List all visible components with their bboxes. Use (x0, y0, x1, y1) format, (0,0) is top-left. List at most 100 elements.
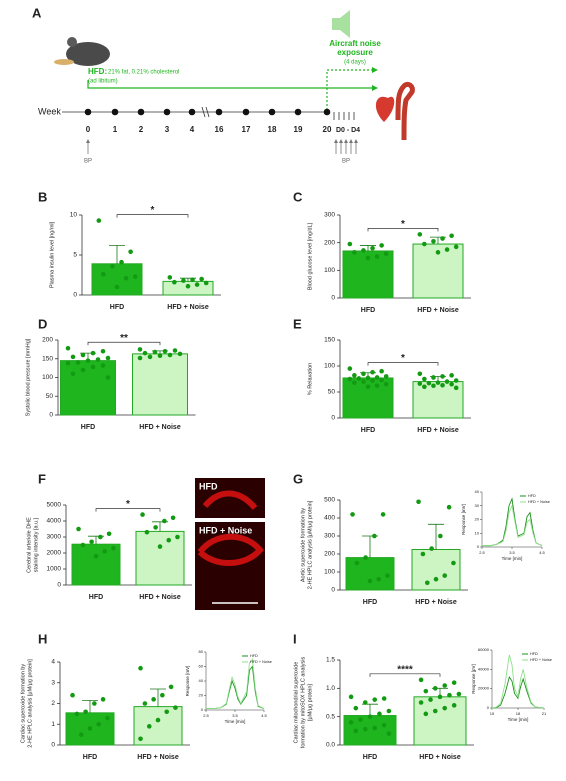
data-point (361, 248, 366, 253)
data-point (138, 736, 143, 742)
aorta-icon (395, 81, 415, 141)
data-point (376, 576, 382, 582)
inset-y-tick-label: 0 (477, 544, 480, 549)
timeline-dot (137, 108, 145, 116)
data-point (70, 354, 76, 360)
data-point (379, 243, 384, 248)
data-point (98, 534, 103, 540)
significance-bracket (95, 508, 161, 512)
inset-y-tick-label: 40 (199, 678, 204, 683)
inset-x-tick-label: 15 (490, 711, 495, 716)
data-point (89, 539, 94, 545)
speaker-icon (332, 18, 340, 30)
data-point (422, 241, 427, 247)
timeline-dot (111, 108, 119, 116)
data-point (381, 696, 387, 701)
inset-y-tick-label: 60000 (478, 647, 490, 652)
micrograph (195, 478, 265, 518)
x-tick-label: HFD + Noise (139, 424, 181, 431)
y-tick-label: 2000 (47, 550, 62, 557)
data-point (162, 348, 168, 354)
data-point (361, 371, 366, 377)
data-point (444, 379, 450, 384)
data-point (155, 717, 161, 723)
data-point (70, 692, 75, 698)
heart-icon (375, 96, 395, 122)
legend-label: HFD (528, 494, 536, 498)
data-point (377, 711, 382, 717)
y-tick-label: 100 (324, 569, 335, 576)
y-tick-label: 200 (324, 239, 335, 246)
y-axis-label: Cardiac superoxide formation by (20, 664, 26, 743)
week-label: 1 (113, 125, 118, 134)
axis-label: Week (38, 106, 61, 116)
y-axis-label: 2-HE HPLC analysis [μM/μg protein] (27, 659, 33, 748)
error-bar (150, 688, 166, 707)
data-point (90, 350, 96, 356)
data-point (442, 683, 448, 688)
y-tick-label: 4 (51, 659, 55, 666)
data-point (367, 714, 373, 719)
bar (343, 715, 397, 746)
data-point (440, 374, 445, 379)
y-tick-label: 1000 (47, 566, 62, 573)
y-tick-label: 5000 (47, 502, 62, 509)
data-point (166, 537, 172, 543)
timeline-dot (188, 108, 196, 116)
week-label: 2 (139, 125, 144, 134)
y-tick-label: 500 (324, 497, 335, 504)
x-tick-label: HFD (361, 427, 375, 434)
x-tick-label: HFD (361, 307, 375, 314)
data-point (380, 512, 386, 517)
data-point (370, 245, 375, 251)
data-point (365, 375, 371, 381)
data-point (451, 680, 457, 685)
data-point (372, 533, 377, 539)
data-point (74, 711, 80, 717)
data-point (347, 376, 353, 382)
y-tick-label: 300 (324, 533, 335, 540)
data-point (363, 555, 368, 560)
mouse-ear (67, 37, 77, 47)
data-point (203, 280, 209, 286)
data-point (93, 553, 99, 559)
y-tick-label: 0 (331, 415, 335, 422)
data-point (385, 573, 390, 578)
data-point (185, 283, 191, 289)
y-axis-label: Cerebral arteriole DHE (26, 517, 32, 573)
panel-letter: G (293, 471, 303, 486)
data-point (352, 250, 357, 255)
micrograph-signal (197, 533, 264, 566)
data-point (173, 705, 178, 710)
data-point (432, 686, 438, 691)
noise-note: (4 days) (344, 60, 366, 66)
data-point (453, 378, 459, 383)
data-point (80, 542, 86, 548)
data-point (172, 348, 178, 353)
data-point (447, 692, 452, 698)
inset-y-tick-label: 40 (475, 489, 480, 494)
legend-label: HFD + Noise (530, 658, 552, 662)
significance-bracket (367, 228, 439, 232)
data-point (80, 367, 86, 373)
data-point (96, 721, 102, 727)
data-point (105, 375, 111, 380)
bp-arrow-head (344, 139, 348, 143)
x-tick-label: HFD + Noise (417, 307, 459, 314)
y-tick-label: 0 (51, 742, 55, 749)
inset-x-label: Time [min] (225, 719, 246, 724)
data-point (362, 700, 368, 705)
inset-y-label: Response [mV] (185, 666, 190, 697)
timeline-dot (323, 108, 331, 116)
y-axis-label: staining intensity [a.u.] (33, 517, 39, 572)
diet-text: 21% fat, 0.21% cholesterol (108, 70, 179, 76)
error-bar (109, 245, 125, 264)
inset-x-tick-label: 21 (542, 711, 547, 716)
timeline-dot (84, 108, 92, 116)
data-point (374, 383, 380, 389)
data-point (92, 701, 97, 706)
data-point (140, 512, 145, 517)
y-tick-label: 400 (324, 515, 335, 522)
data-point (85, 358, 91, 363)
inset-y-tick-label: 30 (475, 503, 480, 508)
